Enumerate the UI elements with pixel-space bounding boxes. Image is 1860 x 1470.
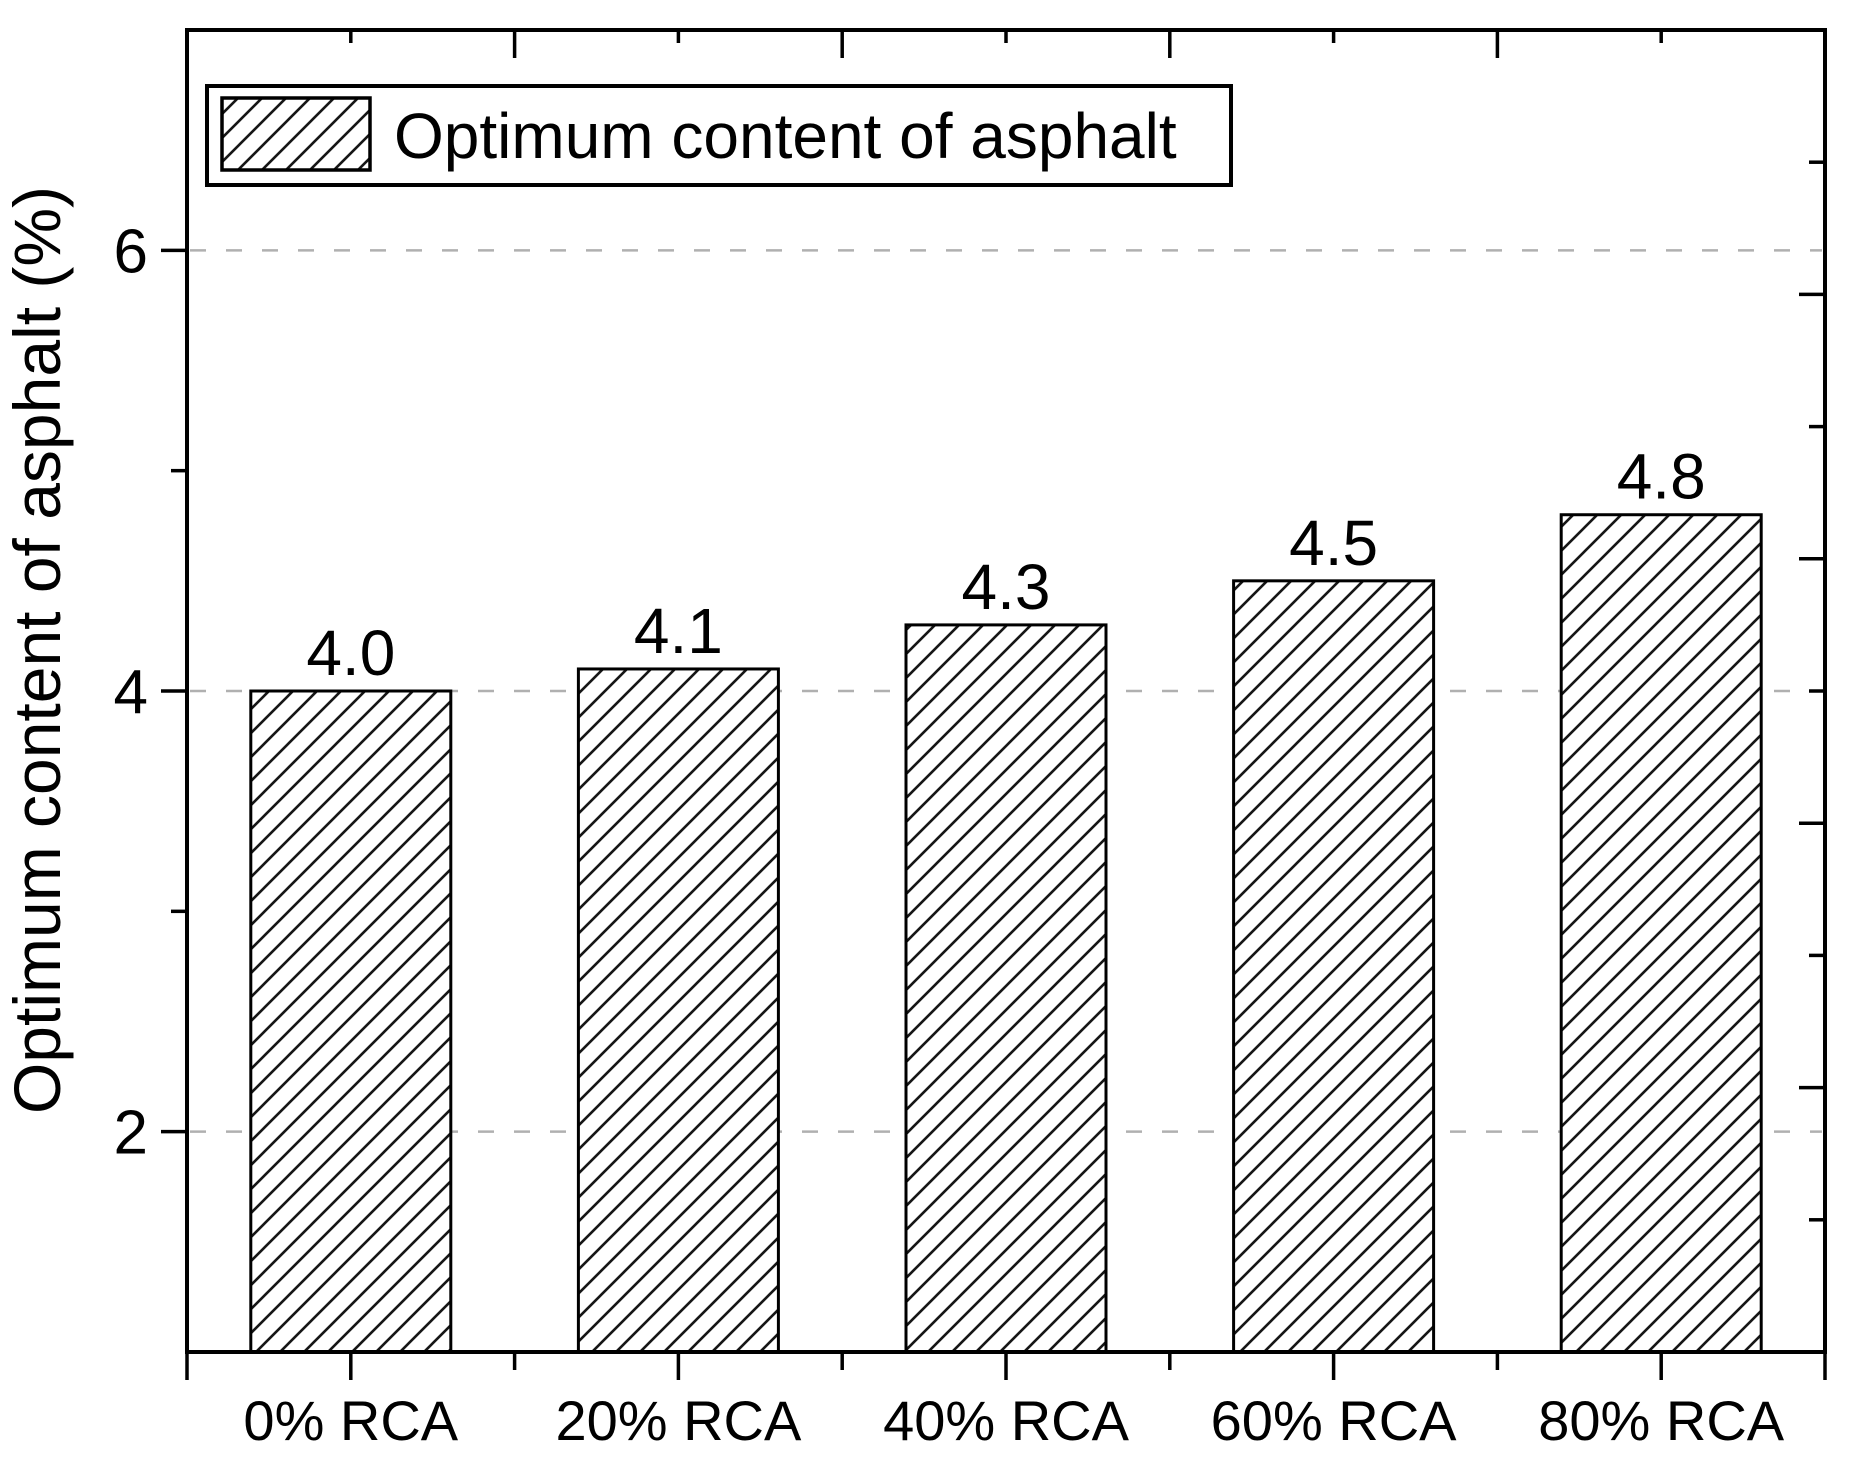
- x-tick-label: 40% RCA: [883, 1389, 1130, 1452]
- legend: Optimum content of asphalt: [205, 84, 1233, 187]
- x-tick-label: 0% RCA: [243, 1389, 458, 1452]
- y-tick-label: 2: [114, 1099, 148, 1168]
- bar-value-label: 4.0: [306, 617, 395, 689]
- x-tick-label: 60% RCA: [1211, 1389, 1458, 1452]
- bar-value-label: 4.1: [634, 595, 723, 667]
- legend-label: Optimum content of asphalt: [394, 100, 1177, 172]
- axis-ticks-layer: [161, 30, 1827, 1380]
- bar-value-label: 4.8: [1617, 441, 1706, 513]
- x-tick-label: 20% RCA: [555, 1389, 802, 1452]
- bar-80% RCA: [1559, 513, 1763, 1354]
- legend-hatch-swatch: [220, 96, 372, 172]
- bars-layer: 4.0 4.1 4.3 4.5 4.8: [249, 441, 1763, 1354]
- y-tick-label: 4: [114, 658, 148, 727]
- legend-box: [205, 84, 1233, 187]
- bar-value-label: 4.5: [1289, 507, 1378, 579]
- bar-value-label: 4.3: [962, 551, 1051, 623]
- bar-20% RCA: [576, 667, 780, 1354]
- bar-60% RCA: [1232, 579, 1436, 1354]
- y-tick-label: 6: [114, 217, 148, 286]
- x-tick-label: 80% RCA: [1538, 1389, 1785, 1452]
- y-axis-title: Optimum content of asphalt (%): [0, 186, 74, 1114]
- bar-40% RCA: [904, 623, 1108, 1354]
- bar-0% RCA: [249, 689, 453, 1354]
